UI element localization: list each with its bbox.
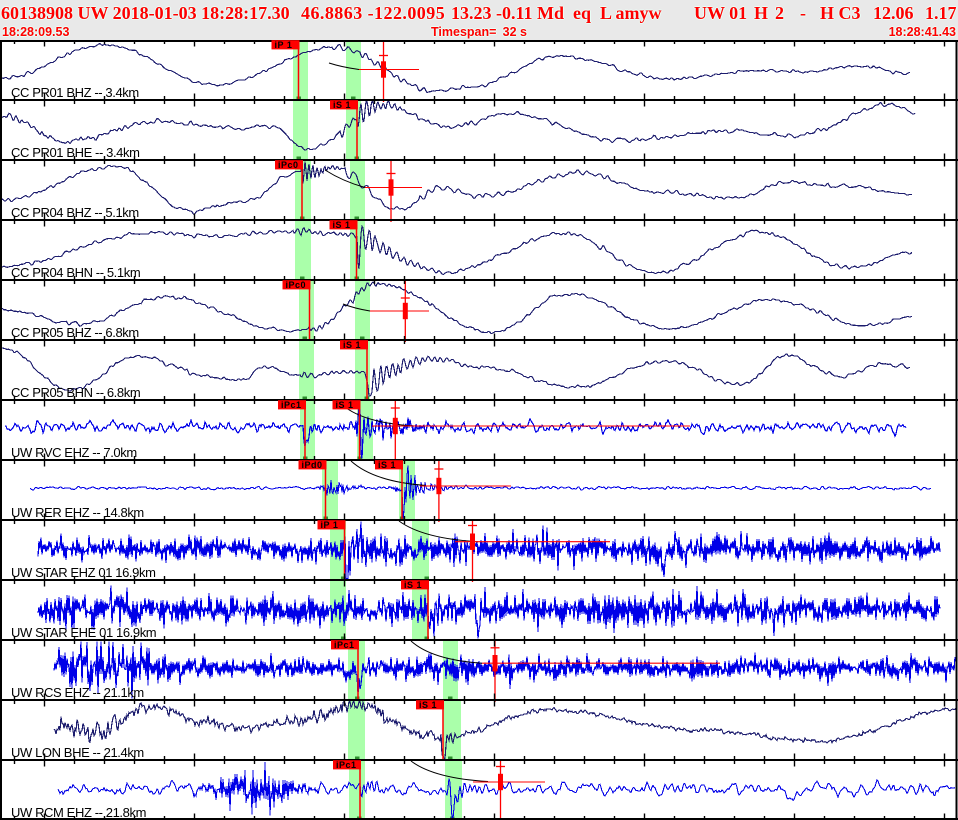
svg-text:CC PR01 BHE -- 3.4km: CC PR01 BHE -- 3.4km xyxy=(11,145,140,160)
svg-text:iPc1: iPc1 xyxy=(281,400,302,410)
svg-text:UW RER EHZ -- 14.8km: UW RER EHZ -- 14.8km xyxy=(11,505,144,520)
svg-text:iP 1: iP 1 xyxy=(321,520,339,530)
svg-text:iS 1: iS 1 xyxy=(404,580,422,590)
svg-text:UW STAR EHZ 01 16.9km: UW STAR EHZ 01 16.9km xyxy=(11,565,156,580)
svg-text:UW RCS EHZ -- 21.1km: UW RCS EHZ -- 21.1km xyxy=(11,685,144,700)
svg-text:UW RVC EHZ -- 7.0km: UW RVC EHZ -- 7.0km xyxy=(11,445,137,460)
svg-text:iS 1: iS 1 xyxy=(336,400,354,410)
svg-text:iPc1: iPc1 xyxy=(334,640,355,650)
svg-text:UW STAR EHE 01 16.9km: UW STAR EHE 01 16.9km xyxy=(11,625,156,640)
svg-text:CC PR05 BHZ -- 6.8km: CC PR05 BHZ -- 6.8km xyxy=(11,325,139,340)
svg-text:iPc0: iPc0 xyxy=(278,160,299,170)
svg-text:iS 1: iS 1 xyxy=(333,220,351,230)
svg-text:iS 1: iS 1 xyxy=(419,700,437,710)
svg-text:iPc1: iPc1 xyxy=(336,760,357,770)
svg-text:CC PR01 BHZ -- 3.4km: CC PR01 BHZ -- 3.4km xyxy=(11,85,139,100)
svg-text:iS 1: iS 1 xyxy=(378,460,396,470)
svg-text:iPd0: iPd0 xyxy=(302,460,323,470)
svg-text:iS 1: iS 1 xyxy=(343,340,361,350)
svg-text:iP 1: iP 1 xyxy=(275,40,293,50)
svg-text:iPc0: iPc0 xyxy=(286,280,307,290)
svg-text:CC PR04 BHZ -- 5.1km: CC PR04 BHZ -- 5.1km xyxy=(11,205,139,220)
svg-text:UW LON BHE -- 21.4km: UW LON BHE -- 21.4km xyxy=(11,745,144,760)
svg-text:iS 1: iS 1 xyxy=(333,100,351,110)
svg-text:CC PR04 BHN -- 5.1km: CC PR04 BHN -- 5.1km xyxy=(11,265,140,280)
svg-text:CC PR05 BHN -- 6.8km: CC PR05 BHN -- 6.8km xyxy=(11,385,140,400)
svg-text:UW RCM EHZ -- 21.8km: UW RCM EHZ -- 21.8km xyxy=(11,805,146,820)
